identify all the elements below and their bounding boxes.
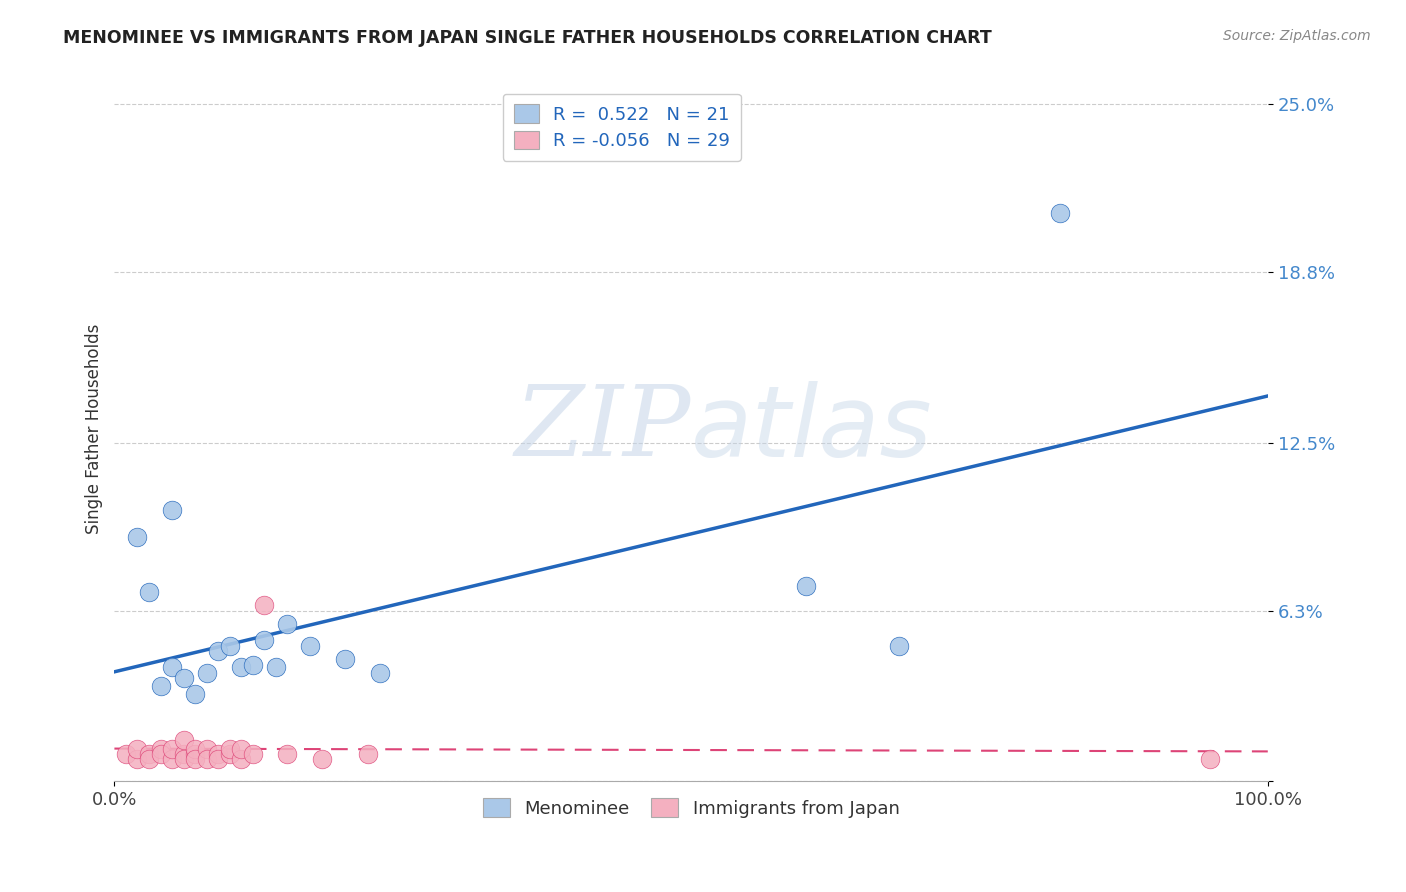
Point	[138, 584, 160, 599]
Point	[184, 752, 207, 766]
Y-axis label: Single Father Households: Single Father Households	[86, 324, 103, 534]
Point	[149, 747, 172, 761]
Text: ZIP: ZIP	[515, 382, 692, 477]
Text: MENOMINEE VS IMMIGRANTS FROM JAPAN SINGLE FATHER HOUSEHOLDS CORRELATION CHART: MENOMINEE VS IMMIGRANTS FROM JAPAN SINGL…	[63, 29, 993, 46]
Point	[195, 741, 218, 756]
Text: atlas: atlas	[692, 381, 932, 478]
Point	[173, 671, 195, 685]
Point	[276, 617, 298, 632]
Point	[368, 665, 391, 680]
Text: Source: ZipAtlas.com: Source: ZipAtlas.com	[1223, 29, 1371, 43]
Point	[149, 741, 172, 756]
Point	[207, 644, 229, 658]
Point	[264, 660, 287, 674]
Point	[160, 660, 183, 674]
Point	[173, 752, 195, 766]
Point	[184, 747, 207, 761]
Point	[127, 741, 149, 756]
Point	[207, 747, 229, 761]
Point	[195, 665, 218, 680]
Point	[231, 660, 253, 674]
Point	[173, 747, 195, 761]
Point	[160, 503, 183, 517]
Point	[218, 747, 240, 761]
Point	[1199, 752, 1222, 766]
Point	[218, 639, 240, 653]
Point	[195, 752, 218, 766]
Point	[160, 752, 183, 766]
Point	[127, 752, 149, 766]
Point	[138, 752, 160, 766]
Point	[311, 752, 333, 766]
Point	[231, 741, 253, 756]
Point	[357, 747, 380, 761]
Point	[796, 579, 818, 593]
Point	[333, 652, 356, 666]
Point	[218, 741, 240, 756]
Point	[173, 733, 195, 747]
Point	[253, 598, 276, 612]
Point	[887, 639, 910, 653]
Point	[115, 747, 138, 761]
Point	[1049, 205, 1071, 219]
Point	[242, 657, 264, 672]
Point	[253, 633, 276, 648]
Point	[184, 741, 207, 756]
Point	[184, 687, 207, 701]
Point	[231, 752, 253, 766]
Point	[242, 747, 264, 761]
Point	[207, 752, 229, 766]
Point	[276, 747, 298, 761]
Legend: Menominee, Immigrants from Japan: Menominee, Immigrants from Japan	[475, 791, 907, 825]
Point	[149, 679, 172, 693]
Point	[299, 639, 322, 653]
Point	[160, 741, 183, 756]
Point	[138, 747, 160, 761]
Point	[127, 531, 149, 545]
